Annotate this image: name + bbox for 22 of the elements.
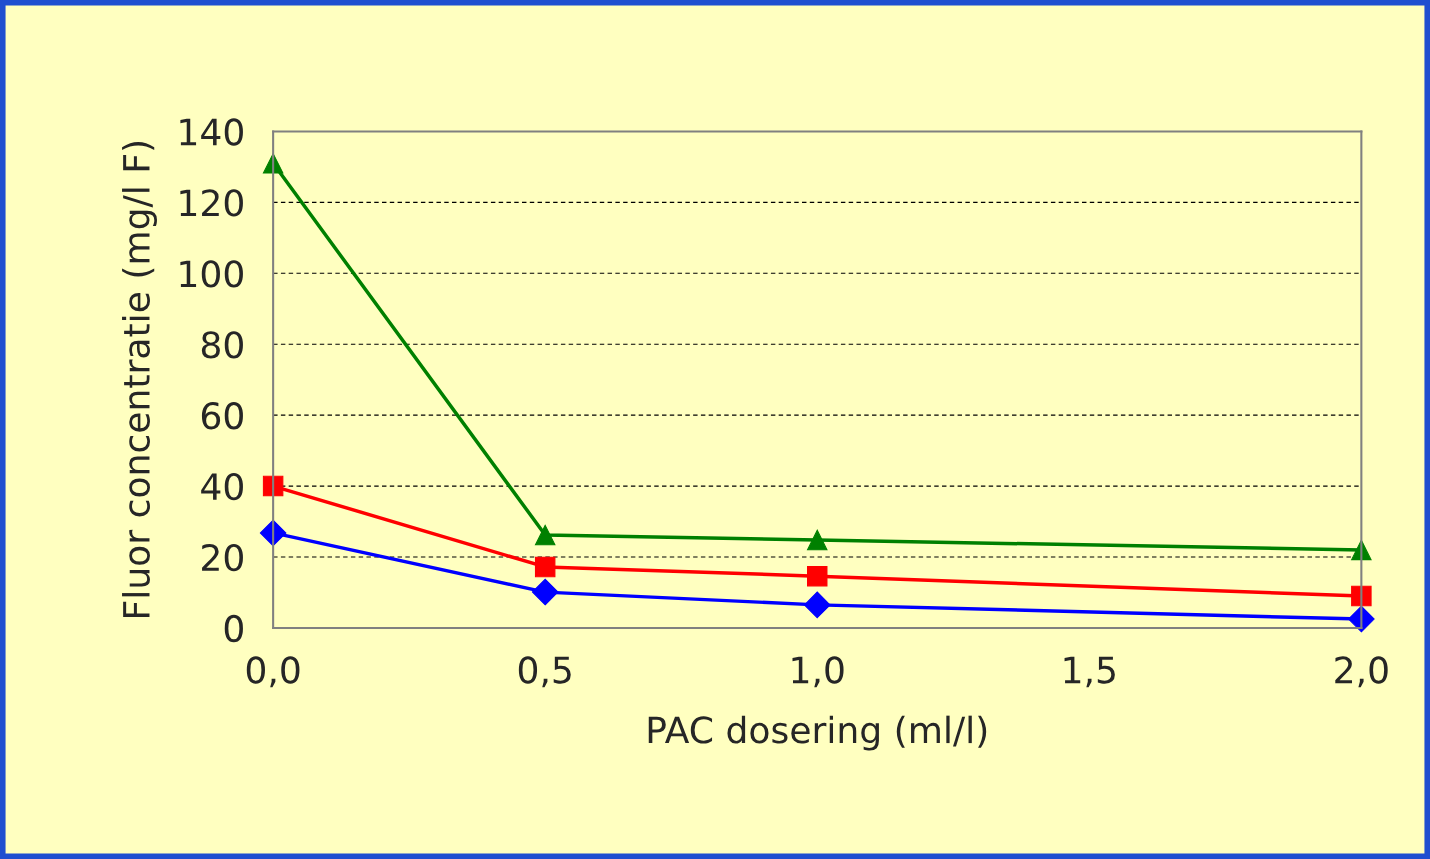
point bbox=[803, 591, 831, 619]
x-tick-label: 1,5 bbox=[1064, 656, 1115, 688]
x-tick-label: 1,0 bbox=[792, 656, 844, 688]
y-axis-title: Fluor concentratie (mg/l F) bbox=[122, 141, 157, 617]
y-tick-label: 60 bbox=[201, 402, 243, 430]
point bbox=[534, 524, 556, 546]
y-tick-label: 80 bbox=[201, 331, 243, 359]
x-tick-label: 0,5 bbox=[518, 656, 571, 688]
x-tick-label: 2,0 bbox=[1335, 656, 1388, 688]
point bbox=[534, 556, 556, 578]
point bbox=[1351, 585, 1372, 607]
point bbox=[531, 578, 559, 606]
y-tick-label: 0 bbox=[224, 614, 243, 643]
y-tick-label: 20 bbox=[202, 543, 243, 572]
y-tick-label: 40 bbox=[201, 472, 243, 501]
x-axis-title: PAC dosering (ml/l) bbox=[648, 715, 987, 751]
point bbox=[807, 529, 828, 551]
y-tick-label: 140 bbox=[180, 118, 243, 146]
y-tick-label: 100 bbox=[180, 260, 243, 288]
y-tick-label: 120 bbox=[180, 189, 243, 217]
point bbox=[807, 565, 828, 587]
x-tick-label: 0,0 bbox=[246, 656, 300, 688]
